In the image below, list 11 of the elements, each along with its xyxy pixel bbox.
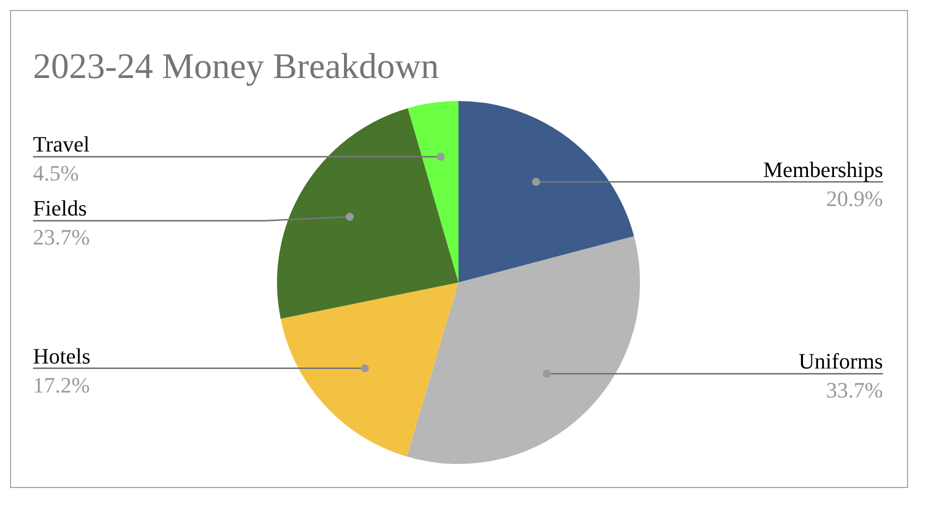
data-label: 23.7% bbox=[33, 224, 90, 250]
data-label: 4.5% bbox=[33, 160, 79, 186]
slice-label: Uniforms bbox=[798, 348, 883, 374]
data-label: 17.2% bbox=[33, 372, 90, 398]
slice-label: Travel bbox=[33, 132, 90, 157]
slice-label: Memberships bbox=[763, 156, 883, 182]
chart-title: 2023-24 Money Breakdown bbox=[33, 46, 439, 86]
slice-label: Hotels bbox=[33, 343, 90, 368]
data-label: 20.9% bbox=[826, 186, 883, 211]
data-label: 33.7% bbox=[826, 378, 883, 403]
slice-label: Fields bbox=[33, 196, 87, 221]
